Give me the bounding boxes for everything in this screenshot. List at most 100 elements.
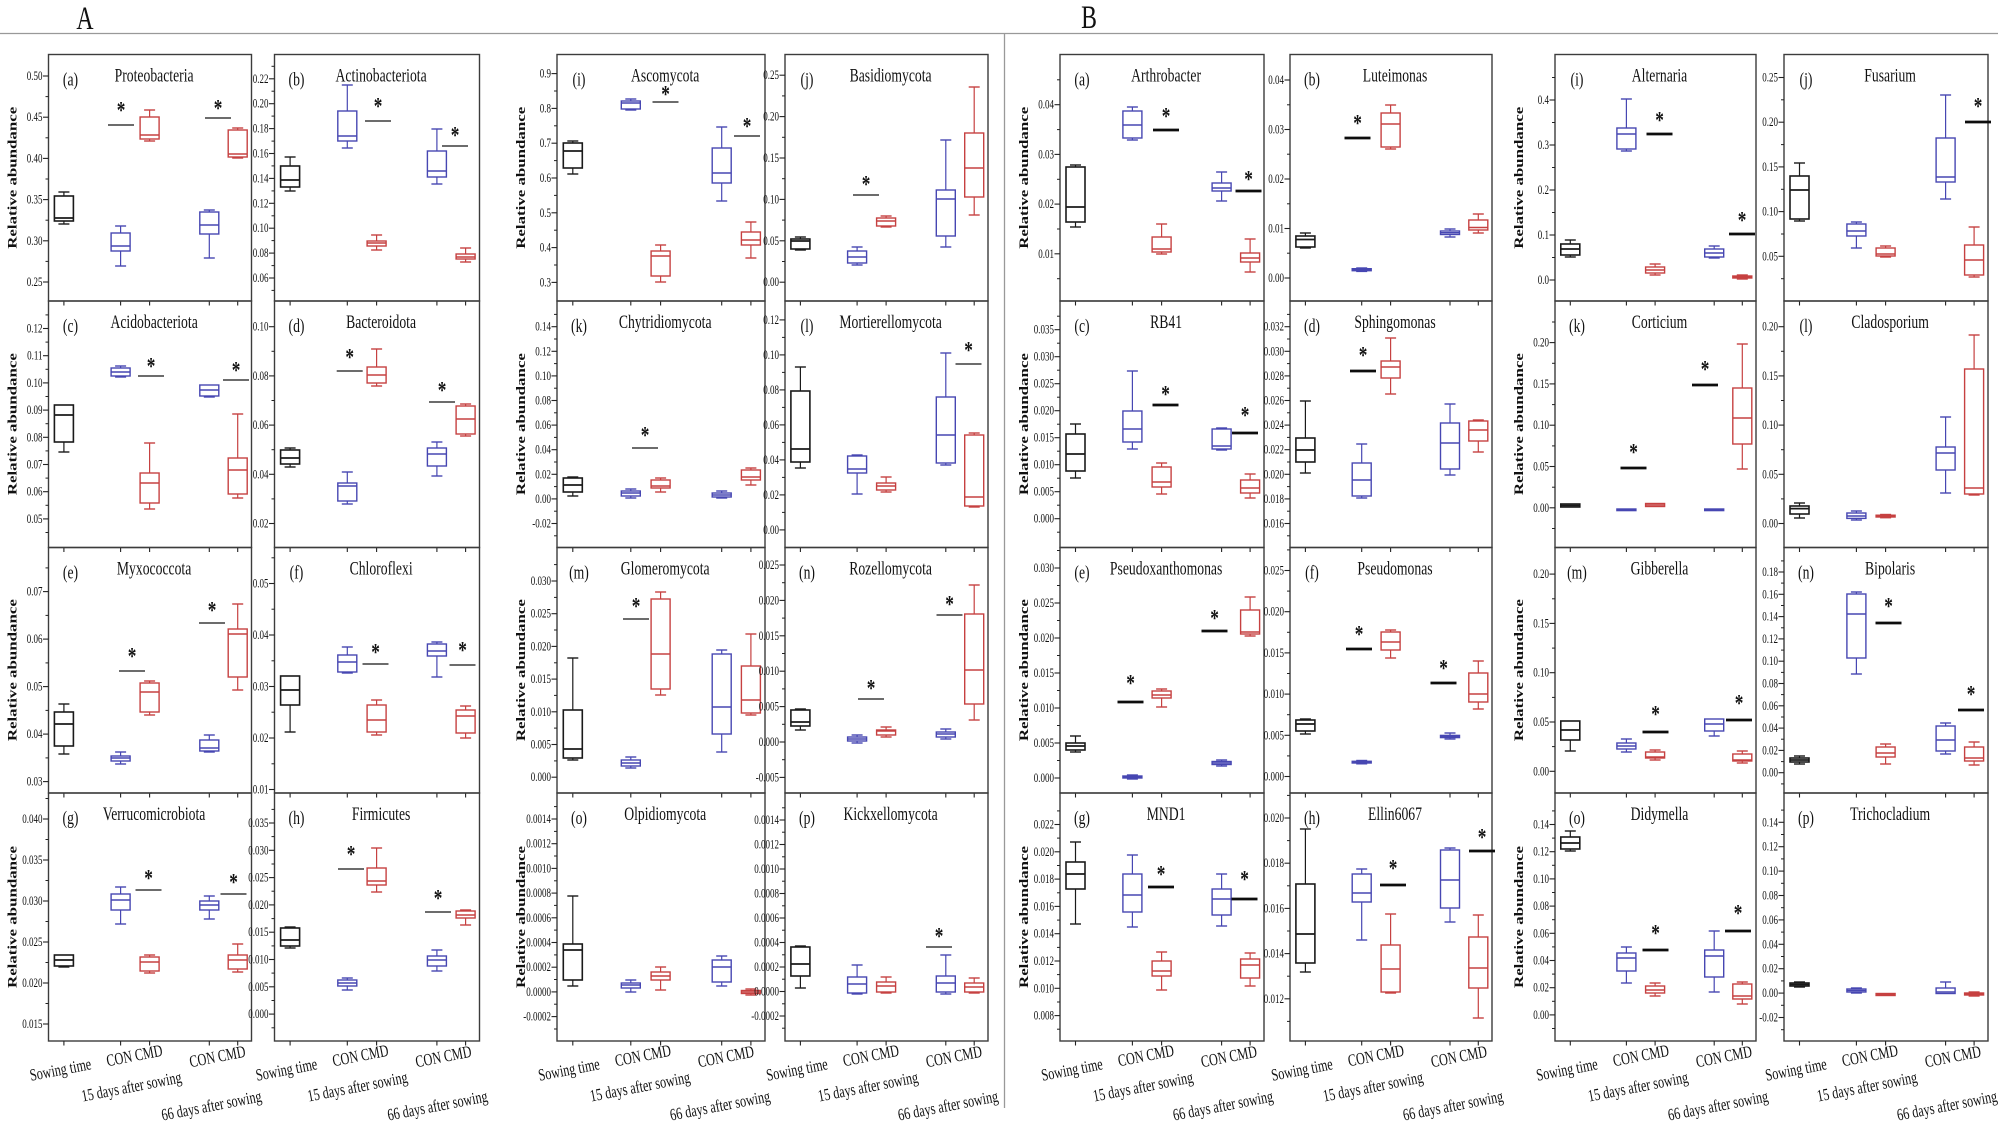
svg-text:*: * (1701, 355, 1710, 383)
svg-text:*: * (438, 376, 447, 404)
svg-text:0.010: 0.010 (248, 953, 269, 967)
svg-text:Corticium: Corticium (1632, 311, 1688, 333)
svg-text:0.04: 0.04 (535, 443, 551, 457)
svg-text:*: * (1389, 854, 1398, 882)
svg-text:*: * (1884, 592, 1893, 620)
svg-text:0.000: 0.000 (1034, 772, 1055, 786)
svg-text:0.03: 0.03 (1268, 123, 1284, 137)
svg-text:-0.005: -0.005 (756, 771, 780, 785)
svg-text:Relative abundance: Relative abundance (515, 846, 529, 988)
svg-text:*: * (1967, 680, 1976, 708)
svg-text:0.030: 0.030 (1034, 562, 1055, 576)
svg-text:0.14: 0.14 (1533, 818, 1549, 832)
svg-text:0.01: 0.01 (1038, 247, 1054, 261)
svg-text:0.02: 0.02 (1762, 962, 1778, 976)
svg-text:0.03: 0.03 (253, 680, 269, 694)
svg-text:-0.02: -0.02 (1759, 1011, 1778, 1025)
svg-text:0.05: 0.05 (1762, 468, 1778, 482)
svg-text:0.024: 0.024 (1264, 419, 1285, 433)
svg-text:(m): (m) (1567, 561, 1587, 583)
svg-text:0.018: 0.018 (1264, 857, 1285, 871)
svg-text:(a): (a) (1074, 68, 1089, 90)
svg-text:0.7: 0.7 (540, 137, 552, 151)
svg-text:0.02: 0.02 (1038, 198, 1054, 212)
svg-text:0.005: 0.005 (248, 980, 269, 994)
svg-text:0.16: 0.16 (1762, 588, 1778, 602)
svg-text:0.005: 0.005 (1264, 729, 1285, 743)
svg-text:0.08: 0.08 (253, 370, 269, 384)
svg-text:Relative abundance: Relative abundance (515, 353, 529, 495)
svg-text:0.06: 0.06 (253, 419, 269, 433)
svg-text:0.10: 0.10 (763, 349, 779, 363)
svg-text:*: * (1240, 865, 1249, 893)
svg-text:0.022: 0.022 (1264, 443, 1284, 457)
svg-text:0.016: 0.016 (1264, 517, 1285, 531)
svg-text:-0.0002: -0.0002 (751, 1010, 779, 1024)
svg-text:0.12: 0.12 (1762, 633, 1778, 647)
svg-text:*: * (345, 343, 354, 371)
svg-text:0.025: 0.025 (248, 871, 269, 885)
svg-text:0.06: 0.06 (27, 485, 43, 499)
svg-text:-0.02: -0.02 (532, 517, 551, 531)
svg-text:0.01: 0.01 (253, 783, 269, 797)
svg-text:0.04: 0.04 (27, 728, 43, 742)
svg-text:0.00: 0.00 (763, 524, 779, 538)
svg-text:0.015: 0.015 (1034, 431, 1055, 445)
svg-text:0.00: 0.00 (1762, 987, 1778, 1001)
svg-text:0.02: 0.02 (535, 468, 551, 482)
svg-text:0.020: 0.020 (22, 977, 43, 991)
svg-text:0.9: 0.9 (540, 67, 551, 81)
svg-text:Relative abundance: Relative abundance (1018, 599, 1032, 741)
svg-text:(m): (m) (569, 561, 589, 583)
svg-text:0.00: 0.00 (535, 493, 551, 507)
svg-text:0.025: 0.025 (531, 607, 552, 621)
svg-text:0.02: 0.02 (253, 732, 269, 746)
svg-text:0.15: 0.15 (763, 152, 779, 166)
svg-text:Basidiomycota: Basidiomycota (850, 64, 933, 86)
svg-text:Myxococcota: Myxococcota (117, 557, 192, 579)
svg-text:0.10: 0.10 (1762, 655, 1778, 669)
svg-text:*: * (1126, 669, 1135, 697)
svg-text:0.18: 0.18 (253, 122, 269, 136)
svg-text:0.12: 0.12 (1533, 845, 1549, 859)
svg-text:Relative abundance: Relative abundance (515, 599, 529, 741)
svg-text:0.02: 0.02 (1268, 173, 1284, 187)
svg-text:0.000: 0.000 (531, 771, 552, 785)
svg-text:0.15: 0.15 (1762, 370, 1778, 384)
svg-text:0.3: 0.3 (540, 276, 552, 290)
svg-text:0.10: 0.10 (1762, 865, 1778, 879)
svg-text:0.010: 0.010 (531, 705, 552, 719)
svg-text:Relative abundance: Relative abundance (6, 846, 20, 988)
svg-text:*: * (661, 80, 670, 108)
svg-text:(p): (p) (799, 807, 815, 829)
svg-text:Didymella: Didymella (1631, 803, 1689, 825)
svg-text:0.08: 0.08 (27, 431, 43, 445)
svg-text:0.020: 0.020 (1264, 812, 1285, 826)
svg-text:*: * (1735, 689, 1744, 717)
svg-text:0.020: 0.020 (1034, 845, 1055, 859)
svg-text:0.030: 0.030 (1034, 350, 1055, 364)
svg-text:Sphingomonas: Sphingomonas (1354, 311, 1435, 333)
svg-text:Relative abundance: Relative abundance (1513, 107, 1527, 249)
svg-text:(c): (c) (63, 315, 78, 337)
svg-text:0.0004: 0.0004 (754, 936, 779, 950)
svg-text:0.05: 0.05 (1762, 250, 1778, 264)
svg-text:0.00: 0.00 (763, 276, 779, 290)
svg-text:0.026: 0.026 (1264, 394, 1285, 408)
svg-text:0.025: 0.025 (759, 559, 780, 573)
svg-text:0.05: 0.05 (1533, 460, 1549, 474)
svg-text:0.02: 0.02 (763, 489, 779, 503)
svg-text:(e): (e) (1074, 561, 1089, 583)
svg-text:0.04: 0.04 (1038, 98, 1054, 112)
svg-text:0.05: 0.05 (27, 513, 43, 527)
svg-text:Gibberella: Gibberella (1631, 557, 1689, 579)
svg-text:*: * (862, 170, 871, 198)
svg-text:*: * (935, 922, 944, 950)
svg-text:*: * (458, 636, 467, 664)
svg-text:0.07: 0.07 (27, 458, 43, 472)
svg-text:Cladosporium: Cladosporium (1851, 311, 1929, 333)
svg-text:0.035: 0.035 (248, 817, 269, 831)
svg-text:0.028: 0.028 (1264, 370, 1285, 384)
svg-text:0.06: 0.06 (535, 419, 551, 433)
svg-text:Relative abundance: Relative abundance (6, 599, 20, 741)
